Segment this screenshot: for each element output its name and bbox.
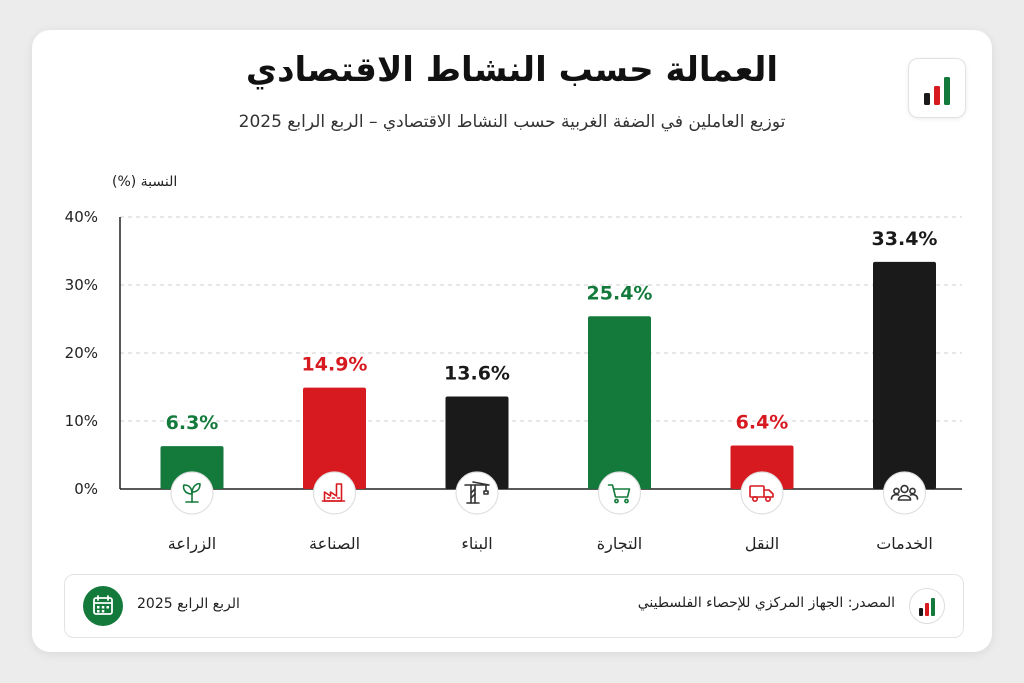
bar-chart-icon [924,77,950,105]
truck-icon [749,485,774,502]
chart-title: العمالة حسب النشاط الاقتصادي [245,50,779,90]
value-label: 25.4% [587,282,653,304]
logo-box [908,58,966,118]
y-tick-label: 30% [65,276,98,294]
chart-card [32,30,992,652]
bar [873,261,936,489]
cart-icon [607,484,631,504]
period-text: الربع الرابع 2025 [137,596,240,612]
y-tick-label: 0% [74,480,98,498]
source-text: المصدر: الجهاز المركزي للإحصاء الفلسطيني [637,595,895,611]
source-logo [909,588,945,624]
bar [588,316,651,489]
bar [445,396,509,489]
icon-circle [740,471,784,515]
category-label: التجارة [597,534,642,554]
calendar-icon [93,595,113,615]
y-tick-label: 20% [65,344,98,362]
factory-icon [321,483,346,502]
value-label: 33.4% [872,228,938,250]
y-axis-label: النسبة (%) [112,174,177,190]
value-label: 6.3% [166,412,219,434]
icon-circle [455,471,499,515]
value-label: 13.6% [444,363,510,385]
footer: المصدر: الجهاز المركزي للإحصاء الفلسطيني… [64,574,964,638]
icon-circle [597,471,642,515]
category-label: البناء [461,534,492,553]
icon-circle [312,471,357,515]
value-label: 6.4% [736,411,789,433]
y-tick-label: 10% [65,412,98,430]
bar [303,387,366,489]
plant-icon [182,482,201,503]
category-label: الصناعة [309,534,360,553]
bar [730,445,794,489]
people-icon [890,484,919,501]
crane-icon [464,481,490,504]
category-label: الزراعة [168,534,216,554]
category-label: الخدمات [876,534,933,553]
bar-chart-icon [919,598,935,616]
value-label: 14.9% [302,354,368,376]
chart-subtitle: توزيع العاملين في الضفة الغربية حسب النش… [238,112,786,132]
category-label: النقل [745,534,779,553]
y-tick-label: 40% [65,208,98,226]
calendar-badge [83,586,123,626]
